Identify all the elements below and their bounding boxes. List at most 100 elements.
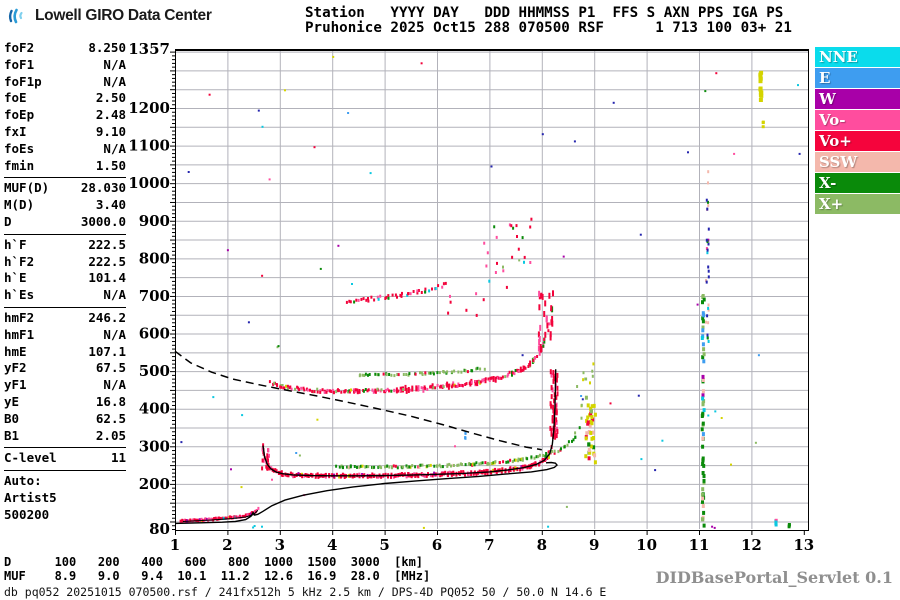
param-value: 222.5 — [88, 253, 126, 269]
panel-separator — [4, 177, 126, 179]
x-axis-label: 4 — [327, 536, 337, 554]
param-label: h`F — [4, 236, 27, 252]
x-axis-label: 3 — [275, 536, 285, 554]
param-row-d: D 3000.0 — [4, 214, 126, 231]
muf-table-muf-row: MUF 8.9 9.0 9.4 10.1 11.2 12.6 16.9 28.0… — [4, 569, 431, 583]
x-axis-label: 5 — [379, 536, 389, 554]
param-label: h`E — [4, 270, 27, 286]
param-row-hmf1: hmF1 N/A — [4, 327, 126, 344]
legend-item-w: W — [815, 89, 900, 109]
legend-item-x: X+ — [815, 194, 900, 214]
y-axis-label: 900 — [139, 212, 170, 230]
param-value: 2.05 — [95, 427, 126, 443]
param-label: h`Es — [4, 287, 35, 303]
x-axis-label: 10 — [636, 536, 657, 554]
param-row-he: h`E 101.4 — [4, 270, 126, 287]
param-value: 222.5 — [88, 236, 126, 252]
axis-labels: 1357120011001000900800700600500400300200… — [128, 40, 814, 554]
legend-item-ssw: SSW — [815, 152, 900, 172]
param-row-hf2: h`F2 222.5 — [4, 254, 126, 271]
param-label: D — [4, 213, 12, 229]
param-label: C-level — [4, 450, 57, 466]
y-axis-label: 80 — [149, 520, 170, 538]
param-value: N/A — [103, 73, 126, 89]
param-value: 2.48 — [95, 107, 126, 123]
param-row-md: M(D) 3.40 — [4, 197, 126, 214]
param-value: 9.10 — [95, 123, 126, 139]
legend-item-vo: Vo+ — [815, 131, 900, 151]
giro-wave-icon — [8, 8, 23, 24]
y-axis-label: 1100 — [128, 137, 170, 155]
param-label: foF2 — [4, 40, 35, 55]
param-label: yF1 — [4, 377, 27, 393]
param-value: 101.4 — [88, 270, 126, 286]
param-row-yf2: yF2 67.5 — [4, 360, 126, 377]
panel-separator — [4, 306, 126, 308]
legend-item-nne: NNE — [815, 47, 900, 67]
param-label: hmE — [4, 343, 27, 359]
o-trace-fitted-line — [262, 369, 557, 477]
x-axis-label: 6 — [432, 536, 442, 554]
panel-separator — [4, 470, 126, 472]
param-row-b0: B0 62.5 — [4, 411, 126, 428]
echo-direction-legend: NNE E W Vo- Vo+ SSW X- X+ — [815, 47, 900, 215]
x-axis-label: 7 — [484, 536, 494, 554]
param-label: foE — [4, 90, 27, 106]
y-axis-label: 1200 — [128, 99, 170, 117]
y-axis-label: 600 — [139, 325, 170, 343]
param-row-fmin: fmin 1.50 — [4, 158, 126, 175]
x-axis-label: 13 — [793, 536, 814, 554]
param-row-hme: hmE 107.1 — [4, 344, 126, 361]
param-value: 16.8 — [95, 393, 126, 409]
param-row-fxi: fxI 9.10 — [4, 124, 126, 141]
muf-transmission-curve — [174, 350, 542, 451]
autoscaler-info-line: Auto: — [4, 473, 42, 489]
legend-item-e: E — [815, 68, 900, 88]
electron-density-profile-line — [174, 461, 558, 525]
param-label: fmin — [4, 157, 35, 173]
y-axis-label: 400 — [139, 400, 170, 418]
param-row-hes: h`Es N/A — [4, 287, 126, 304]
param-value: N/A — [103, 287, 126, 303]
plot-frame — [170, 49, 809, 535]
logo-text: Lowell GIRO Data Center — [35, 7, 212, 24]
param-value: 11 — [110, 450, 126, 466]
autoscaler-info-line: Artist5 — [4, 489, 57, 505]
muf-table-distance-row: D 100 200 400 600 800 1000 1500 3000 [km… — [4, 555, 424, 569]
param-label: foF1 — [4, 56, 35, 72]
parameter-readout-panel: foF2 8.250 foF1 N/A foF1p N/A foE 2.50 foEp 2.48 f… — [4, 40, 126, 524]
param-label: foEs — [4, 140, 35, 156]
y-axis-label: 700 — [139, 287, 170, 305]
header-columns: Station YYYY DAY DDD HHMMSS P1 FFS S AXN… — [305, 5, 784, 21]
param-value: 62.5 — [95, 410, 126, 426]
param-label: M(D) — [4, 197, 35, 213]
param-row-foe: foE 2.50 — [4, 90, 126, 107]
lowell-giro-logo: Lowell GIRO Data Center — [7, 5, 212, 27]
param-label: yF2 — [4, 360, 27, 376]
param-label: h`F2 — [4, 253, 35, 269]
param-label: yE — [4, 393, 20, 409]
measurement-status-line: db pq052 20251015 070500.rsf / 241fx512h… — [4, 585, 607, 599]
param-row-hf: h`F 222.5 — [4, 237, 126, 254]
param-value: N/A — [103, 56, 126, 72]
param-row-fof1: foF1 N/A — [4, 57, 126, 74]
panel-separator — [4, 233, 126, 235]
param-value: N/A — [103, 140, 126, 156]
param-row-b1: B1 2.05 — [4, 428, 126, 445]
param-row-mufd: MUF(D) 28.030 — [4, 180, 126, 197]
y-axis-label: 1000 — [128, 174, 170, 192]
y-axis-label: 200 — [139, 475, 170, 493]
param-value: 2.50 — [95, 90, 126, 106]
x-axis-label: 8 — [537, 536, 547, 554]
param-row-foep: foEp 2.48 — [4, 107, 126, 124]
x-axis-label: 9 — [589, 536, 599, 554]
servlet-version-label: DIDBasePortal_Servlet 0.1 — [655, 568, 893, 587]
param-value: 8.250 — [88, 40, 126, 55]
param-value: 246.2 — [88, 309, 126, 325]
param-value: 3.40 — [95, 197, 126, 213]
x-axis-label: 1 — [170, 536, 180, 554]
y-axis-label: 500 — [139, 362, 170, 380]
y-axis-label: 300 — [139, 437, 170, 455]
